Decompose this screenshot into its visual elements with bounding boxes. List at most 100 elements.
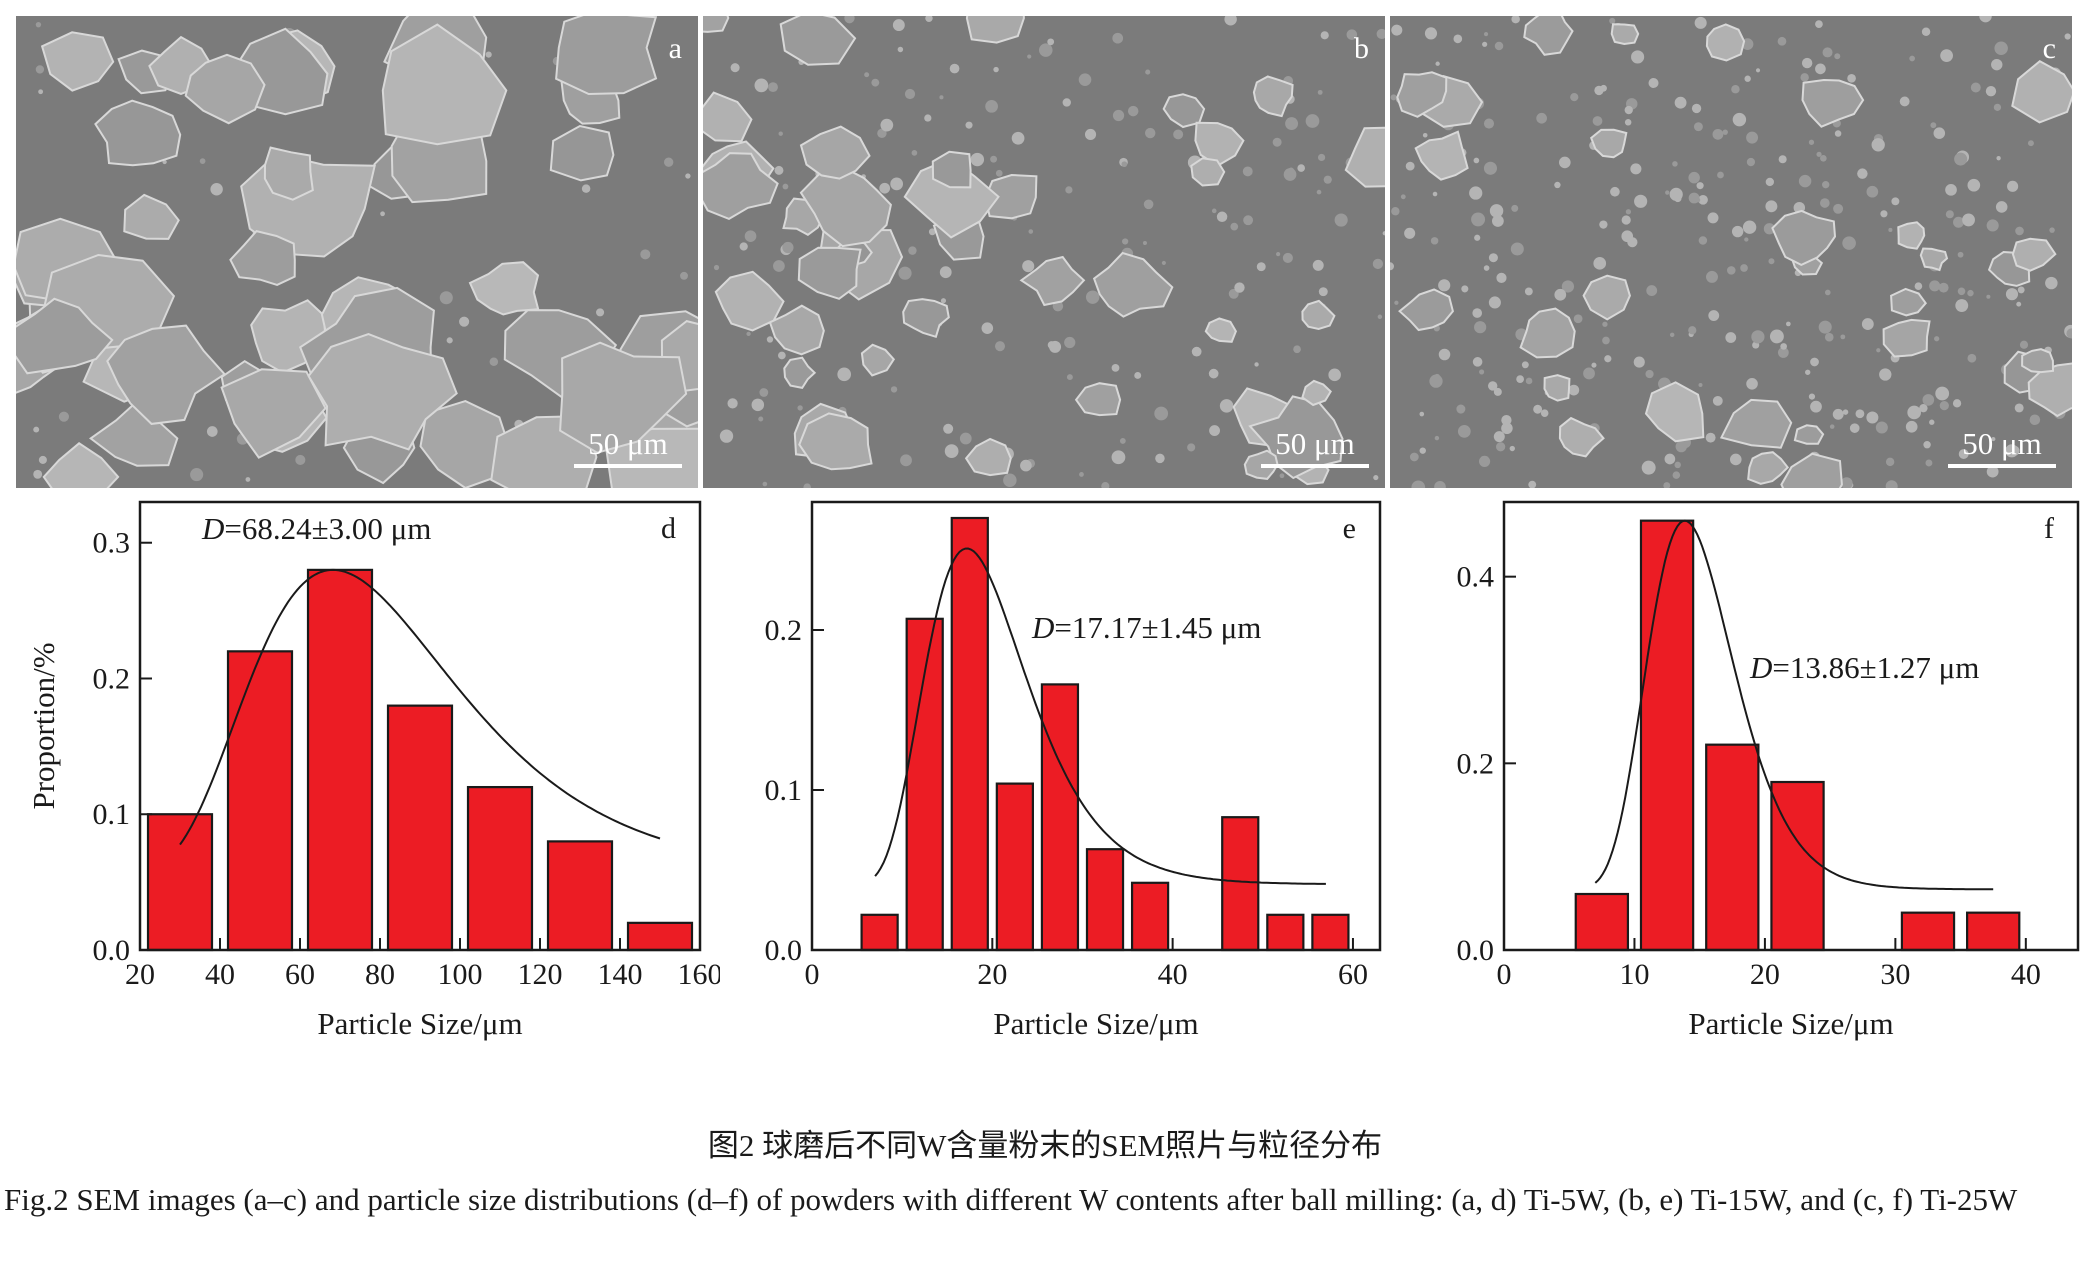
- sem-dust-particle: [2005, 288, 2019, 301]
- sem-dust-particle: [1746, 157, 1756, 167]
- sem-dust-particle: [1921, 27, 1931, 36]
- sem-dust-particle: [1630, 163, 1642, 175]
- sem-dust-particle: [1693, 122, 1703, 132]
- sem-particle: [1882, 318, 1931, 358]
- panel-label: e: [1343, 512, 1356, 545]
- sem-dust-particle: [1729, 453, 1742, 466]
- sem-dust-particle: [1011, 131, 1025, 145]
- sem-dust-particle: [1111, 363, 1120, 372]
- sem-dust-particle: [1785, 321, 1791, 327]
- sem-dust-particle: [1698, 236, 1708, 245]
- fit-curve: [179, 568, 661, 846]
- sem-dust-particle: [1708, 310, 1720, 321]
- sem-dust-particle: [1621, 215, 1631, 225]
- sem-dust-particle: [1800, 73, 1809, 82]
- y-tick-label: 0.2: [1457, 747, 1495, 780]
- histogram-bar: [546, 840, 614, 952]
- sem-dust-particle: [1391, 24, 1403, 36]
- sem-dust-particle: [1346, 29, 1358, 40]
- sem-dust-particle: [1631, 50, 1645, 64]
- sem-dust-particle: [1945, 210, 1954, 219]
- x-tick-label: 140: [598, 958, 643, 991]
- sem-particle: [1919, 247, 1949, 272]
- sem-dust-particle: [1672, 471, 1681, 479]
- sem-dust-particle: [1840, 477, 1853, 488]
- sem-dust-particle: [877, 128, 887, 139]
- sem-dust-particle: [1599, 220, 1608, 229]
- sem-particle: [1519, 307, 1576, 359]
- sem-dust-particle: [1501, 422, 1513, 435]
- sem-particle: [184, 53, 266, 125]
- x-tick-label: 20: [977, 958, 1007, 991]
- sem-particle: [1194, 121, 1245, 167]
- sem-dust-particle: [1559, 156, 1571, 169]
- sem-particle: [263, 146, 314, 201]
- histogram-bar: [995, 782, 1034, 952]
- sem-particle: [1582, 274, 1631, 321]
- x-tick-label: 100: [438, 958, 483, 991]
- sem-dust-particle: [1746, 377, 1758, 390]
- sem-dust-particle: [2049, 227, 2055, 233]
- sem-particle: [1344, 126, 1385, 188]
- sem-dust-particle: [880, 118, 894, 132]
- sem-dust-particle: [1731, 84, 1740, 94]
- sem-dust-particle: [1101, 482, 1110, 488]
- sem-dust-particle: [1967, 289, 1974, 297]
- sem-particle: [2011, 237, 2057, 272]
- sem-particle: [1801, 78, 1865, 128]
- sem-dust-particle: [1879, 368, 1892, 381]
- sem-particle: [1793, 424, 1825, 445]
- sem-particle: [1644, 381, 1705, 443]
- sem-particle: [768, 304, 825, 356]
- sem-dust-particle: [1316, 189, 1322, 195]
- sem-dust-particle: [1022, 260, 1035, 273]
- sem-dust-particle: [1665, 190, 1670, 195]
- x-tick-label: 0: [805, 958, 820, 991]
- sem-dust-particle: [1524, 287, 1533, 296]
- sem-dust-particle: [1834, 130, 1842, 137]
- histogram-bar: [1311, 913, 1350, 952]
- sem-dust-particle: [2064, 33, 2071, 40]
- sem-dust-particle: [1808, 139, 1815, 145]
- sem-dust-particle: [1822, 47, 1833, 58]
- sem-dust-particle: [1561, 280, 1575, 293]
- sem-dust-particle: [596, 308, 605, 317]
- sem-dust-particle: [1621, 230, 1634, 243]
- sem-dust-particle: [1938, 282, 1949, 293]
- sem-dust-particle: [1740, 264, 1748, 272]
- sem-dust-particle: [1962, 213, 1975, 227]
- sem-particles: [1390, 16, 2072, 488]
- sem-dust-particle: [1765, 200, 1778, 213]
- x-tick-label: 160: [678, 958, 721, 991]
- sem-dust-particle: [2015, 226, 2024, 236]
- sem-dust-particle: [1211, 208, 1217, 214]
- sem-dust-particle: [1328, 368, 1341, 382]
- y-tick-label: 0.3: [93, 527, 131, 560]
- sem-dust-particle: [1528, 480, 1537, 488]
- sem-dust-particle: [1722, 129, 1728, 135]
- sem-dust-particle: [2009, 445, 2020, 456]
- sem-dust-particle: [1818, 320, 1832, 334]
- sem-dust-particle: [1317, 153, 1326, 162]
- sem-dust-particle: [1583, 367, 1595, 380]
- sem-dust-particle: [1707, 212, 1719, 224]
- sem-dust-particle: [1805, 369, 1811, 375]
- sem-dust-particle: [33, 426, 40, 433]
- sem-dust-particle: [1602, 321, 1608, 327]
- sem-dust-particle: [730, 63, 740, 73]
- figure-caption-english: Fig.2 SEM images (a–c) and particle size…: [4, 1182, 2018, 1217]
- histogram-d-svg: 20 40 60 80 100 120 140 160 0.0 0.1 0.2 0.3 Particle…: [26, 500, 721, 1041]
- histogram-bar: [1130, 881, 1170, 952]
- sem-dust-particle: [1282, 252, 1293, 263]
- sem-dust-particle: [1494, 41, 1504, 51]
- sem-dust-particle: [782, 241, 794, 254]
- sem-dust-particle: [970, 152, 985, 167]
- plot-frame: [810, 500, 1382, 952]
- sem-dust-particle: [1457, 424, 1471, 438]
- sem-particle: [931, 150, 972, 189]
- sem-dust-particle: [1511, 16, 1520, 24]
- sem-dust-particle: [1855, 409, 1865, 419]
- sem-dust-particle: [1554, 181, 1561, 189]
- sem-dust-particle: [1173, 129, 1184, 140]
- fit-curve: [1594, 519, 1994, 891]
